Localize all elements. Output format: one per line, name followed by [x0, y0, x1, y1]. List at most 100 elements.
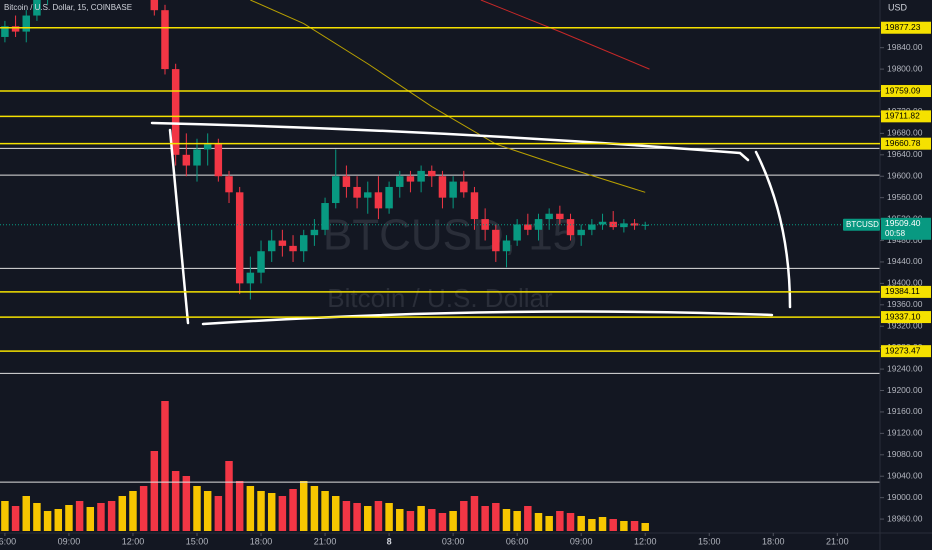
candle-body	[577, 229, 585, 236]
candle-body	[353, 186, 361, 198]
candle-body	[161, 10, 169, 70]
price-level-tag	[881, 285, 931, 298]
candle-body	[630, 223, 639, 226]
volume-bar	[470, 496, 479, 531]
candle-body	[267, 240, 276, 252]
volume-bar	[364, 506, 372, 531]
volume-bar	[214, 496, 223, 531]
candle-body	[321, 203, 329, 230]
volume-bar	[203, 491, 212, 531]
volume-bar	[267, 493, 276, 531]
moving-average	[250, 0, 646, 193]
candle-body	[460, 181, 468, 193]
y-tick-label: 18960.00	[887, 513, 923, 523]
candle-body	[566, 219, 575, 236]
x-tick-label: 06:00	[506, 536, 529, 546]
candle-body	[342, 176, 351, 187]
candle-body	[470, 192, 479, 220]
y-tick-label: 19120.00	[887, 428, 923, 438]
volume-bar	[481, 506, 489, 531]
volume-bar	[524, 506, 532, 531]
volume-bar	[641, 523, 649, 531]
volume-bar	[75, 501, 84, 531]
volume-bar	[406, 511, 415, 531]
candle-body	[438, 176, 447, 198]
drawings	[150, 121, 792, 326]
candle-body	[299, 235, 308, 252]
y-tick-label: 19080.00	[887, 449, 923, 459]
candle-body	[246, 272, 255, 284]
volume-bar	[353, 503, 361, 531]
volume-bar	[86, 507, 95, 531]
volume-bar	[417, 506, 425, 531]
candle-body	[171, 69, 180, 155]
candle-body	[481, 219, 489, 230]
plot-area	[0, 0, 880, 531]
volume-bar	[129, 491, 137, 531]
candle-body	[1, 26, 9, 37]
countdown: 00:58	[885, 229, 906, 238]
x-tick-label: 18:00	[250, 536, 273, 546]
x-tick-label: 12:00	[634, 536, 657, 546]
candle-body	[235, 192, 244, 284]
trend-drawing	[168, 128, 190, 325]
volume-bar	[609, 519, 617, 531]
volume-bar	[246, 486, 255, 531]
volume-bar	[534, 513, 543, 531]
candle-body	[214, 144, 223, 177]
y-tick-label: 19440.00	[887, 256, 923, 266]
volume-bar	[1, 501, 9, 531]
volume-bar	[396, 509, 404, 531]
volume-bar	[289, 489, 297, 531]
candle-body	[182, 154, 191, 166]
volume-bar	[171, 471, 180, 531]
x-tick-label: 8	[387, 536, 392, 546]
y-tick-label: 19640.00	[887, 149, 923, 159]
x-tick-label: 06:00	[0, 536, 16, 546]
candle-body	[203, 144, 212, 150]
y-tick-label: 19000.00	[887, 492, 923, 502]
volume-bar	[97, 503, 105, 531]
x-tick-label: 03:00	[442, 536, 465, 546]
candle-body	[396, 176, 404, 187]
volume-bar	[513, 511, 521, 531]
price-level-label: 19384.11	[885, 286, 920, 296]
candle-body	[513, 224, 521, 241]
price-level-label: 19337.10	[885, 311, 921, 321]
volume-bar	[598, 517, 607, 531]
volume-bar	[257, 491, 265, 531]
volume-bar	[235, 481, 244, 531]
candle-body	[492, 229, 500, 252]
volume-bar	[460, 501, 468, 531]
y-tick-label: 19240.00	[887, 363, 923, 373]
candle-body	[310, 229, 319, 236]
volume-bar	[310, 486, 319, 531]
y-tick-label: 19360.00	[887, 299, 923, 309]
price-level-tag	[881, 21, 931, 34]
candle-body	[417, 170, 425, 182]
volume-bar	[278, 496, 287, 531]
symbol-header[interactable]: Bitcoin / U.S. Dollar, 15, COINBASE	[4, 3, 132, 12]
x-tick-label: 15:00	[186, 536, 209, 546]
y-tick-label: 19160.00	[887, 406, 923, 416]
candle-body	[385, 186, 393, 209]
candle-body	[193, 149, 201, 166]
y-tick-label: 19680.00	[887, 128, 923, 138]
candle-body	[150, 0, 159, 11]
candle-body	[225, 176, 233, 193]
x-tick-label: 21:00	[826, 536, 849, 546]
y-tick-label: 19200.00	[887, 385, 923, 395]
candle-body	[332, 176, 340, 204]
candle-body	[524, 224, 532, 230]
volume-bar	[556, 511, 564, 531]
volume-bar	[161, 401, 169, 531]
price-level-label: 19273.47	[885, 345, 921, 355]
volume-bar	[54, 509, 63, 531]
volume-bar	[118, 496, 127, 531]
price-level-label: 19759.09	[885, 85, 921, 95]
volume-bar	[43, 511, 52, 531]
candle-body	[289, 245, 297, 252]
symbol-tag-label: BTCUSD	[846, 220, 879, 229]
